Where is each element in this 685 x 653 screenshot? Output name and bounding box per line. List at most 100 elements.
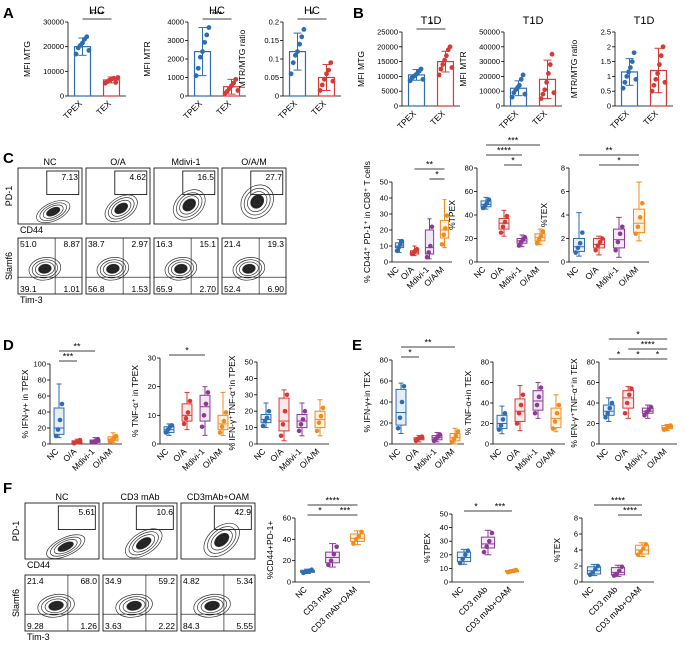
data-point [193,73,199,79]
quadrant-value: 1.26 [80,621,97,631]
x-tick-label: TPEX [181,98,204,121]
quadrant-value: 19.3 [267,239,284,249]
data-point [542,87,548,93]
y-tick-label: 4000 [167,18,184,27]
data-point [295,49,300,54]
data-point [648,404,654,410]
data-point [235,88,241,93]
y-axis-label: Slamf6 [11,589,21,617]
contour-line [115,593,153,618]
contour-line [217,536,226,544]
quadrant-value: 56.8 [88,284,105,294]
y-tick-label: 60 [380,377,388,386]
y-tick-label: 10 [380,242,388,251]
quadrant-value: 68.0 [80,576,97,586]
significance-label: **** [641,340,656,350]
data-point [513,567,519,573]
y-tick-label: 40 [380,398,388,407]
bottom-plot-frame [153,237,219,295]
data-point [536,394,542,400]
y-axis-label: MTR/MTG ratio [569,39,579,98]
data-point [298,422,304,427]
data-point [605,410,610,416]
contour-line [35,261,55,276]
x-tick-label: NC [450,584,466,600]
chart-a1: 0 10000 20000 30000 MFI MTG HC TPEX TEX **** [22,5,126,121]
x-tick-label: NC [252,446,268,462]
data-point [330,78,336,84]
x-tick-label: TPEX [276,98,299,121]
data-point [662,79,668,85]
data-point [223,410,229,415]
y-tick-label: 60 [465,187,473,196]
y-tick-label: 30000 [43,18,64,27]
data-point [465,548,471,554]
data-point [552,419,558,424]
data-point [426,250,431,255]
data-point [637,215,643,220]
gate-percentage: 16.5 [197,172,214,182]
y-tick-label: 0.15 [264,36,279,45]
contour-line [185,201,193,209]
contour-line [31,259,58,279]
y-tick-label: 20 [148,382,156,391]
contour-line [41,596,72,616]
y-tick-label: 0.5 [601,87,611,96]
data-point [399,238,405,244]
x-tick-label: NC [293,584,309,600]
data-point [424,254,430,260]
data-point [556,402,562,408]
data-point [314,428,320,434]
y-tick-label: 0 [152,440,156,449]
data-point [440,62,446,67]
data-point [438,66,444,72]
data-point [301,27,307,32]
data-point [429,224,435,230]
y-tick-label: 0 [42,440,46,449]
data-point [437,432,443,437]
y-tick-label: 3000 [167,36,184,45]
data-point [538,96,544,101]
data-point [657,62,662,67]
y-tick-label: 0.2 [269,18,279,27]
group-label: Mdivi-1 [171,157,200,167]
data-point [575,245,581,251]
significance-label: * [511,156,515,166]
y-tick-label: 50 [380,178,388,187]
significance-label: ** [424,338,432,348]
quadrant-value: 2.70 [199,284,216,294]
significance-label: * [617,350,621,360]
data-point [181,421,187,427]
significance-label: * [185,346,189,356]
data-point [324,71,329,77]
contour-line [130,603,139,609]
y-tick-label: 10 [440,564,448,573]
x-tick-label: O/A/M [432,446,456,470]
contour-line [197,596,228,616]
x-axis-label: Tim-3 [27,632,50,642]
contour-line [104,194,138,223]
chart-a3: 0 0.05 0.1 0.15 0.2 MTR/MTG ratio HC TPEX TEX * [237,5,341,121]
data-point [318,413,324,419]
data-point [428,243,433,249]
chart-a2: 0 1000 2000 3000 4000 MFI MTR HC TPEX TEX *** [142,5,246,121]
data-point [484,544,489,549]
significance-label: * [435,170,439,180]
y-tick-label: 50000 [479,28,500,37]
data-point [442,57,447,63]
data-point [290,60,296,66]
contour-line [239,261,259,276]
bottom-plot-frame [102,574,178,632]
y-tick-label: 20000 [377,42,398,51]
data-point [489,530,495,536]
significance-label: **** [611,496,626,506]
chart-title: HC [89,5,105,17]
quadrant-value: 21.4 [27,576,44,586]
y-tick-label: 30000 [479,57,500,66]
y-tick-label: 30 [440,537,448,546]
data-point [319,82,325,88]
group-label: CD3mAb+OAM [187,492,249,502]
